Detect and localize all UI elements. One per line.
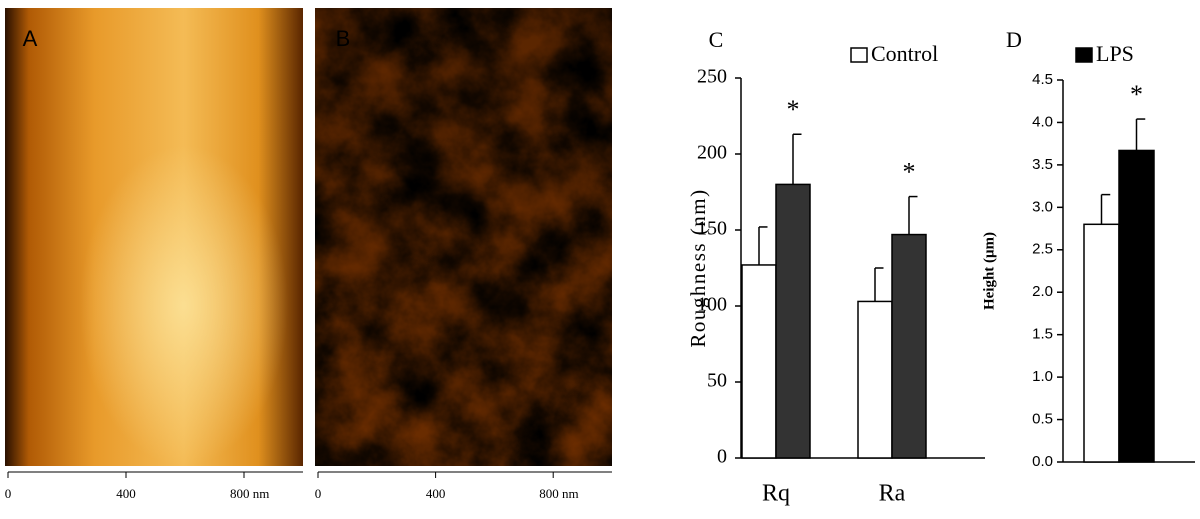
scale-tick-label: 0 bbox=[5, 486, 12, 501]
legend-label: LPS bbox=[1096, 41, 1134, 66]
legend-swatch bbox=[1075, 47, 1093, 63]
bar bbox=[775, 183, 811, 459]
scale-tick-label: 0 bbox=[315, 486, 322, 501]
y-tick-label: 3.0 bbox=[1032, 198, 1053, 215]
y-tick-label: 3.5 bbox=[1032, 156, 1053, 173]
y-tick-label: 2.5 bbox=[1032, 241, 1053, 258]
y-tick-label: 200 bbox=[697, 142, 727, 164]
scale-tick-label: 400 bbox=[426, 486, 446, 501]
y-axis-label: Height (μm) bbox=[981, 232, 997, 310]
bar bbox=[891, 233, 927, 459]
x-tick-label: Rq bbox=[762, 481, 790, 507]
scale-tick-label: 800 nm bbox=[539, 486, 578, 501]
bar bbox=[857, 300, 893, 459]
scale-tick-label: 800 nm bbox=[230, 486, 269, 501]
y-tick-label: 100 bbox=[697, 294, 727, 316]
panel-label: A bbox=[23, 26, 38, 51]
y-tick-label: 2.0 bbox=[1032, 283, 1053, 300]
y-tick-label: 0.0 bbox=[1032, 453, 1053, 470]
significance-mark: * bbox=[1130, 80, 1143, 109]
significance-mark: * bbox=[903, 158, 916, 187]
bar bbox=[1083, 223, 1120, 463]
legend-label: Control bbox=[871, 41, 938, 66]
significance-mark: * bbox=[787, 95, 800, 124]
y-tick-label: 50 bbox=[707, 370, 727, 392]
scale-tick-label: 400 bbox=[116, 486, 136, 501]
bar bbox=[1118, 149, 1155, 463]
legend-swatch bbox=[850, 47, 868, 63]
panel-label: C bbox=[709, 27, 724, 52]
y-tick-label: 0.5 bbox=[1032, 411, 1053, 428]
panel-label: B bbox=[336, 26, 351, 51]
y-tick-label: 150 bbox=[697, 218, 727, 240]
afm-image-a bbox=[5, 8, 303, 466]
y-axis-label: Roughness (nm) bbox=[686, 188, 710, 347]
y-tick-label: 1.5 bbox=[1032, 326, 1053, 343]
afm-image-b bbox=[315, 8, 612, 466]
panel-label: D bbox=[1006, 27, 1022, 52]
y-tick-label: 250 bbox=[697, 66, 727, 88]
bar bbox=[741, 264, 777, 459]
y-tick-label: 4.5 bbox=[1032, 71, 1053, 88]
y-tick-label: 4.0 bbox=[1032, 113, 1053, 130]
y-tick-label: 0 bbox=[717, 446, 727, 468]
y-tick-label: 1.0 bbox=[1032, 368, 1053, 385]
x-tick-label: Ra bbox=[879, 481, 906, 507]
